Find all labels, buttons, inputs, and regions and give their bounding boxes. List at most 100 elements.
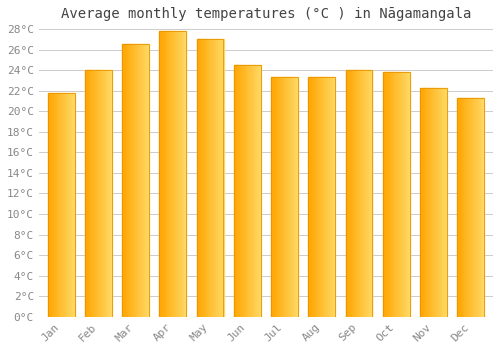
- Bar: [176, 31, 178, 317]
- Bar: [240, 65, 241, 317]
- Bar: [388, 72, 389, 317]
- Bar: [289, 77, 290, 317]
- Bar: [142, 44, 143, 317]
- Bar: [290, 77, 291, 317]
- Bar: [216, 39, 218, 317]
- Bar: [147, 44, 148, 317]
- Bar: [258, 65, 259, 317]
- Bar: [426, 88, 428, 317]
- Bar: [209, 39, 210, 317]
- Bar: [219, 39, 220, 317]
- Bar: [271, 77, 298, 317]
- Bar: [329, 77, 330, 317]
- Bar: [93, 70, 94, 317]
- Bar: [482, 98, 484, 317]
- Bar: [221, 39, 222, 317]
- Bar: [431, 88, 432, 317]
- Bar: [64, 93, 65, 317]
- Bar: [459, 98, 460, 317]
- Bar: [70, 93, 71, 317]
- Bar: [392, 72, 394, 317]
- Bar: [254, 65, 256, 317]
- Bar: [354, 70, 356, 317]
- Bar: [358, 70, 359, 317]
- Bar: [364, 70, 366, 317]
- Bar: [466, 98, 467, 317]
- Bar: [249, 65, 250, 317]
- Bar: [429, 88, 430, 317]
- Bar: [409, 72, 410, 317]
- Bar: [284, 77, 286, 317]
- Bar: [110, 70, 111, 317]
- Bar: [143, 44, 144, 317]
- Bar: [384, 72, 386, 317]
- Bar: [220, 39, 221, 317]
- Bar: [407, 72, 408, 317]
- Bar: [326, 77, 327, 317]
- Bar: [464, 98, 466, 317]
- Bar: [204, 39, 205, 317]
- Bar: [122, 44, 123, 317]
- Bar: [476, 98, 477, 317]
- Bar: [442, 88, 444, 317]
- Bar: [242, 65, 243, 317]
- Bar: [56, 93, 57, 317]
- Bar: [440, 88, 442, 317]
- Bar: [146, 44, 148, 317]
- Bar: [281, 77, 282, 317]
- Bar: [394, 72, 396, 317]
- Bar: [351, 70, 352, 317]
- Bar: [179, 31, 180, 317]
- Bar: [282, 77, 283, 317]
- Bar: [106, 70, 108, 317]
- Bar: [291, 77, 292, 317]
- Bar: [438, 88, 439, 317]
- Bar: [178, 31, 179, 317]
- Bar: [390, 72, 391, 317]
- Bar: [427, 88, 428, 317]
- Bar: [408, 72, 409, 317]
- Bar: [134, 44, 136, 317]
- Bar: [313, 77, 314, 317]
- Bar: [222, 39, 224, 317]
- Bar: [171, 31, 172, 317]
- Bar: [123, 44, 124, 317]
- Bar: [369, 70, 370, 317]
- Bar: [356, 70, 358, 317]
- Bar: [218, 39, 219, 317]
- Bar: [148, 44, 149, 317]
- Bar: [109, 70, 110, 317]
- Bar: [330, 77, 331, 317]
- Bar: [95, 70, 96, 317]
- Bar: [180, 31, 181, 317]
- Bar: [201, 39, 202, 317]
- Bar: [308, 77, 310, 317]
- Bar: [50, 93, 51, 317]
- Bar: [181, 31, 182, 317]
- Bar: [91, 70, 92, 317]
- Bar: [272, 77, 273, 317]
- Bar: [144, 44, 146, 317]
- Bar: [422, 88, 423, 317]
- Bar: [166, 31, 168, 317]
- Bar: [334, 77, 336, 317]
- Bar: [318, 77, 319, 317]
- Bar: [475, 98, 476, 317]
- Bar: [213, 39, 214, 317]
- Bar: [310, 77, 311, 317]
- Bar: [400, 72, 402, 317]
- Bar: [184, 31, 186, 317]
- Bar: [208, 39, 210, 317]
- Bar: [391, 72, 392, 317]
- Bar: [383, 72, 384, 317]
- Bar: [182, 31, 184, 317]
- Bar: [330, 77, 332, 317]
- Bar: [203, 39, 204, 317]
- Bar: [196, 39, 224, 317]
- Bar: [474, 98, 476, 317]
- Bar: [131, 44, 132, 317]
- Bar: [386, 72, 388, 317]
- Bar: [280, 77, 281, 317]
- Bar: [398, 72, 399, 317]
- Bar: [480, 98, 482, 317]
